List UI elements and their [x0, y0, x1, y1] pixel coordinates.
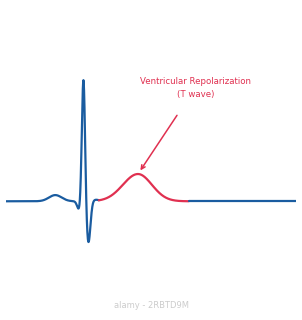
Text: Ventricular Repolarization
(T wave): Ventricular Repolarization (T wave): [140, 77, 252, 99]
Text: Ventricular Repolarization: Ventricular Repolarization: [43, 14, 259, 29]
Text: alamy - 2RBTD9M: alamy - 2RBTD9M: [114, 301, 188, 310]
